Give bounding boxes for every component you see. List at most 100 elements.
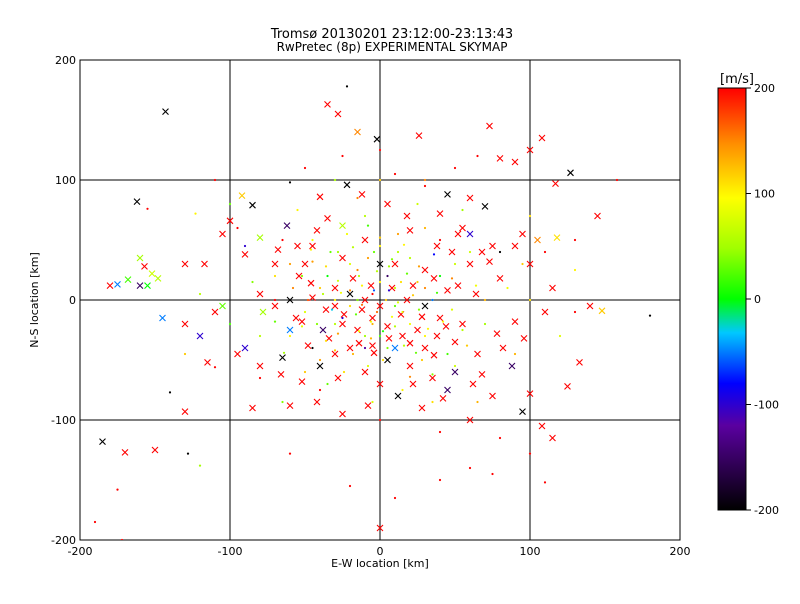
data-point-dot <box>371 322 374 326</box>
data-point-x <box>316 362 324 370</box>
data-point-x <box>519 408 526 415</box>
data-point-dot <box>281 238 284 242</box>
data-point-dot <box>369 320 373 323</box>
data-point-x <box>436 314 444 322</box>
data-point-dot <box>441 320 445 323</box>
data-point-dot <box>228 202 232 206</box>
data-point-x <box>538 422 546 430</box>
data-point-dot <box>318 388 322 392</box>
data-point-x <box>361 236 369 244</box>
data-point-x <box>508 362 516 370</box>
data-point-x <box>196 332 204 340</box>
data-point-x <box>294 242 301 250</box>
data-point-dot <box>341 316 344 320</box>
data-point-dot <box>521 262 524 266</box>
data-point-x <box>324 101 331 108</box>
data-point-x <box>391 344 399 352</box>
data-point-dot <box>183 352 187 356</box>
data-point-dot <box>339 291 343 294</box>
data-point-dot <box>461 328 464 332</box>
data-point-x <box>234 350 241 358</box>
data-point-dot <box>333 322 337 326</box>
data-point-x <box>283 222 291 229</box>
data-point-x <box>181 320 189 328</box>
data-point-x <box>472 290 480 298</box>
data-point-x <box>181 408 189 415</box>
data-point-dot <box>258 376 262 380</box>
data-point-dot <box>321 292 325 296</box>
data-point-dot <box>401 388 404 392</box>
data-point-x <box>136 254 144 262</box>
data-point-x <box>355 339 363 347</box>
data-point-dot <box>273 320 277 323</box>
data-point-x <box>421 266 429 274</box>
data-point-x <box>553 234 561 241</box>
data-point-x <box>349 275 357 282</box>
data-point-x <box>256 234 264 241</box>
data-point-dot <box>528 452 532 455</box>
data-point-dot <box>329 250 332 254</box>
data-point-dot <box>543 250 547 254</box>
data-point-x <box>436 210 444 217</box>
data-point-x <box>238 192 246 199</box>
data-point-dot <box>360 284 364 287</box>
data-point-x <box>430 275 438 282</box>
data-point-dot <box>324 265 328 268</box>
data-point-dot <box>378 418 382 422</box>
data-point-x <box>298 378 306 385</box>
data-point-x <box>331 350 339 358</box>
y-tick-label: 0 <box>69 294 76 307</box>
data-point-dot <box>387 289 391 292</box>
data-point-x <box>369 314 376 322</box>
data-point-x <box>486 122 493 130</box>
data-point-x <box>444 191 451 198</box>
y-tick-label: -200 <box>51 534 76 547</box>
data-point-dot <box>416 280 419 284</box>
data-point-dot <box>375 310 379 314</box>
data-point-dot <box>393 304 397 308</box>
data-point-x <box>454 230 462 238</box>
data-point-dot <box>315 322 319 326</box>
data-point-x <box>133 198 141 205</box>
data-point-dot <box>311 260 314 263</box>
data-point-x <box>124 276 132 283</box>
data-point-x <box>370 349 378 357</box>
data-point-x <box>433 332 441 340</box>
data-point-dot <box>341 154 344 158</box>
data-point-dot <box>401 310 404 314</box>
data-point-x <box>376 260 384 268</box>
data-point-x <box>279 354 286 361</box>
data-point-dot <box>648 314 652 317</box>
data-point-x <box>384 323 391 330</box>
data-point-dot <box>438 430 442 434</box>
data-point-x <box>478 248 486 256</box>
data-point-dot <box>311 346 314 350</box>
data-point-x <box>448 248 456 256</box>
colorbar-tick-label: 100 <box>754 188 775 201</box>
data-point-dot <box>396 232 400 236</box>
data-point-x <box>354 128 361 136</box>
data-point-dot <box>615 178 619 182</box>
data-point-x <box>340 311 348 318</box>
data-point-x <box>454 282 462 289</box>
data-point-x <box>511 318 519 325</box>
data-point-dot <box>336 250 340 254</box>
data-point-x <box>519 230 526 238</box>
data-point-dot <box>476 154 479 158</box>
data-point-dot <box>573 238 577 242</box>
data-point-dot <box>417 265 421 268</box>
data-point-x <box>309 242 316 250</box>
y-tick-label: -100 <box>51 414 76 427</box>
data-point-dot <box>476 400 479 404</box>
data-point-dot <box>378 280 382 284</box>
data-point-x <box>181 260 189 268</box>
data-point-dot <box>393 172 397 176</box>
data-point-x <box>358 306 366 313</box>
x-tick-label: -100 <box>218 545 243 558</box>
data-point-dot <box>354 313 358 316</box>
plot-frame <box>79 59 681 541</box>
data-point-x <box>316 193 324 201</box>
data-point-dot <box>372 289 376 292</box>
x-axis-label: E-W location [km] <box>331 557 429 570</box>
data-point-x <box>511 242 519 250</box>
